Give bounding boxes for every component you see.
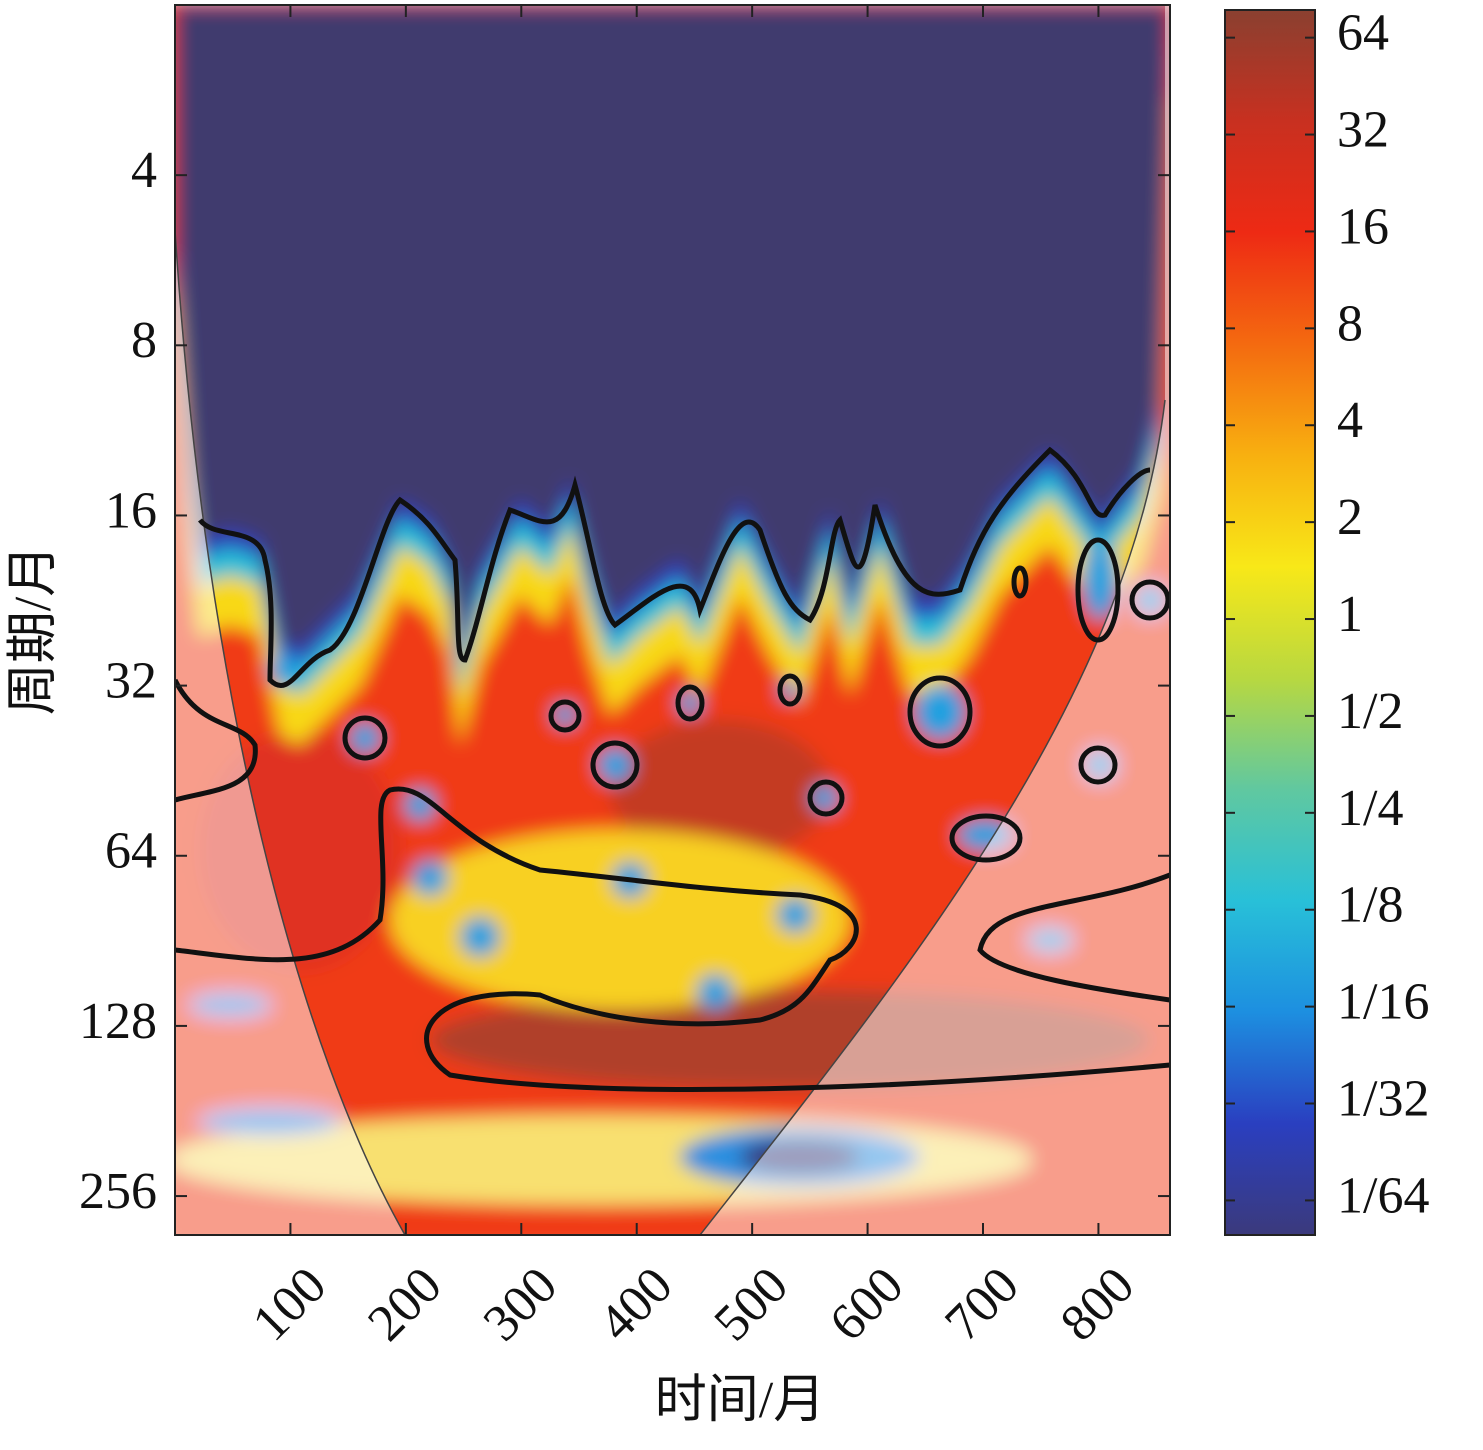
colorbar-tick-label: 1/32 bbox=[1337, 1070, 1429, 1127]
x-tick-label: 300 bbox=[473, 1257, 568, 1352]
colorbar-tick-label: 1/64 bbox=[1337, 1167, 1429, 1224]
x-tick-label: 800 bbox=[1050, 1257, 1145, 1352]
heatmap bbox=[175, 5, 1170, 1235]
x-tick-label: 500 bbox=[704, 1257, 799, 1352]
colorbar-tick-label: 1/16 bbox=[1337, 974, 1429, 1031]
x-tick-label: 600 bbox=[819, 1257, 914, 1352]
y-tick-label: 8 bbox=[131, 312, 157, 369]
y-axis-label: 周期/月 bbox=[5, 545, 62, 715]
colorbar bbox=[1224, 9, 1316, 1236]
colorbar-tick-label: 4 bbox=[1337, 392, 1363, 449]
plot-frame bbox=[174, 4, 1171, 1236]
colorbar-tick-label: 16 bbox=[1337, 198, 1389, 255]
y-tick-label: 128 bbox=[79, 993, 157, 1050]
colorbar-tick-label: 32 bbox=[1337, 101, 1389, 158]
colorbar-tick-label: 1 bbox=[1337, 586, 1363, 643]
colorbar-tick-label: 1/8 bbox=[1337, 877, 1403, 934]
y-tick-label: 256 bbox=[79, 1163, 157, 1220]
x-axis-label: 时间/月 bbox=[655, 1372, 825, 1429]
colorbar-tick-label: 8 bbox=[1337, 295, 1363, 352]
colorbar-tick-label: 1/4 bbox=[1337, 780, 1403, 837]
y-tick-label: 64 bbox=[105, 823, 157, 880]
colorbar-tick-label: 1/2 bbox=[1337, 683, 1403, 740]
x-tick-label: 100 bbox=[242, 1257, 337, 1352]
y-tick-label: 4 bbox=[131, 142, 157, 199]
x-tick-label: 400 bbox=[588, 1257, 683, 1352]
y-tick-label: 32 bbox=[105, 653, 157, 710]
colorbar-tick-label: 64 bbox=[1337, 5, 1389, 62]
x-tick-label: 200 bbox=[357, 1257, 452, 1352]
y-tick-label: 16 bbox=[105, 482, 157, 539]
colorbar-tick-label: 2 bbox=[1337, 489, 1363, 546]
x-tick-label: 700 bbox=[934, 1257, 1029, 1352]
